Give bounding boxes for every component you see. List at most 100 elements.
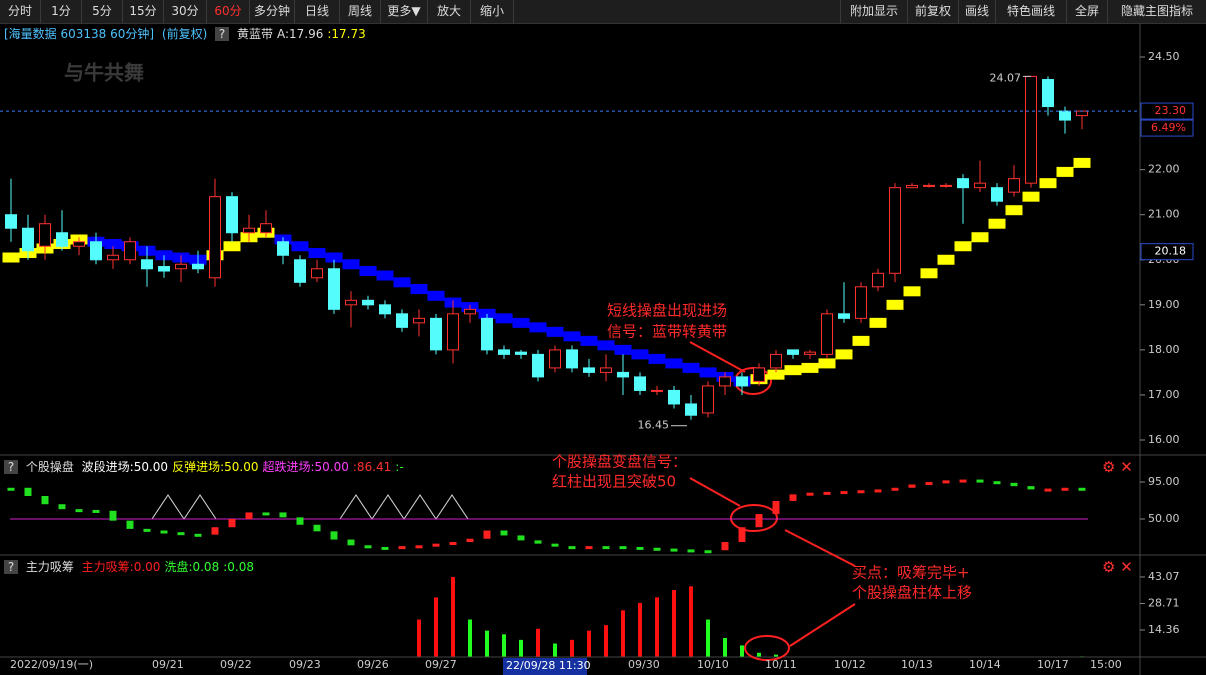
help-button[interactable]: ?	[4, 560, 18, 574]
candle-body	[209, 196, 221, 279]
toolbar-button[interactable]: 周线	[340, 0, 381, 23]
band-block	[308, 248, 326, 259]
candle-body	[5, 214, 17, 229]
legend-entry: 波段进场:50.00	[81, 460, 169, 474]
signal-bar	[449, 542, 457, 546]
signal-bar	[7, 487, 15, 491]
candle-body	[413, 317, 425, 324]
band-block	[342, 259, 360, 270]
candle-body	[39, 223, 51, 247]
volume-bar	[570, 639, 574, 657]
panel-header: ? 主力吸筹 主力吸筹:0.00 洗盘:0.08:0.08	[4, 558, 258, 575]
band-block	[1056, 166, 1074, 177]
toolbar-button[interactable]: 5分	[82, 0, 123, 23]
cursor-label: 22/09/28 11:30	[506, 659, 591, 672]
signal-bar	[568, 546, 576, 550]
toolbar-button[interactable]: 全屏	[1066, 0, 1108, 23]
candle-body	[345, 299, 357, 306]
volume-bar	[757, 652, 761, 657]
volume-bar	[774, 654, 778, 657]
toolbar-button[interactable]: 前复权	[907, 0, 959, 23]
candle-body	[583, 367, 595, 373]
annotation: 个股操盘柱体上移	[852, 584, 972, 602]
indicator-name: 黄蓝带	[236, 27, 273, 41]
volume-bar	[638, 602, 642, 657]
change-label-box	[1140, 119, 1194, 137]
signal-bar	[704, 550, 712, 554]
candle-body	[107, 254, 119, 261]
help-button[interactable]: ?	[215, 27, 230, 41]
volume-bar	[672, 590, 676, 657]
x-tick-label: 10/10	[697, 658, 729, 671]
panel-controls[interactable]: ⚙ ✕	[1102, 458, 1133, 476]
band-block	[801, 362, 819, 373]
y-tick-label: 28.71	[1148, 596, 1180, 609]
band-block	[937, 254, 955, 265]
candle-body	[991, 187, 1003, 202]
toolbar-button[interactable]: 15分	[123, 0, 164, 23]
change-label: 6.49%	[1151, 121, 1186, 134]
toolbar-button[interactable]: 缩小	[471, 0, 514, 23]
volume-bar	[587, 630, 591, 657]
band-block	[954, 241, 972, 252]
toolbar-button[interactable]: 特色画线	[995, 0, 1067, 23]
toolbar-button[interactable]: 附加显示	[840, 0, 908, 23]
candle-body	[974, 182, 986, 189]
signal-bar	[143, 528, 151, 532]
y-tick-label: 95.00	[1148, 475, 1180, 488]
x-tick-label: 10/13	[901, 658, 933, 671]
toolbar-button[interactable]: 30分	[164, 0, 207, 23]
legend-entry: 反弹进场:50.00	[172, 460, 259, 474]
signal-bar	[296, 517, 304, 525]
candle-body	[124, 241, 136, 261]
volume-bar	[502, 634, 506, 657]
volume-bar	[740, 645, 744, 657]
signal-bar	[908, 484, 916, 488]
signal-bar	[823, 491, 831, 495]
candle-body	[1076, 110, 1088, 117]
toolbar-button[interactable]: 分时	[0, 0, 41, 23]
band-block	[512, 317, 530, 328]
signal-bar	[942, 480, 950, 484]
toolbar-button[interactable]: 60分	[207, 0, 250, 23]
toolbar-button[interactable]: 日线	[295, 0, 340, 23]
toolbar-button[interactable]: 隐藏主图指标	[1107, 0, 1206, 23]
toolbar-button[interactable]: 放大	[428, 0, 471, 23]
toolbar-button[interactable]: 多分钟	[250, 0, 295, 23]
help-button[interactable]: ?	[4, 460, 18, 474]
toolbar-button[interactable]: 更多▼	[381, 0, 428, 23]
cursor-label-bg	[503, 658, 587, 675]
band-block	[1039, 178, 1057, 189]
volume-bar	[451, 577, 455, 657]
x-tick-label: 10/14	[969, 658, 1001, 671]
callout-line	[784, 529, 856, 567]
legend-entry: :0.08	[223, 560, 254, 574]
signal-bar	[670, 548, 678, 552]
signal-bar	[687, 549, 695, 553]
signal-bar	[109, 510, 117, 521]
signal-bar	[126, 520, 134, 529]
signal-bar	[585, 546, 593, 550]
toolbar-button[interactable]: 画线	[958, 0, 996, 23]
band-block	[529, 322, 547, 333]
toolbar-button[interactable]: 1分	[41, 0, 82, 23]
candle-body	[770, 353, 782, 369]
signal-bar	[398, 546, 406, 550]
zigzag	[339, 494, 469, 520]
candle-body	[498, 349, 510, 355]
candle-body	[362, 299, 374, 306]
band-block	[614, 344, 632, 355]
signal-bar	[381, 546, 389, 550]
band-block	[2, 252, 20, 263]
callout-line	[689, 341, 746, 373]
volume-bar	[485, 630, 489, 657]
price-label-box	[1140, 102, 1194, 120]
panel-controls[interactable]: ⚙ ✕	[1102, 558, 1133, 576]
annotation: 短线操盘出现进场	[607, 302, 727, 320]
x-tick-label: 10/12	[834, 658, 866, 671]
price-label: 23.30	[1155, 104, 1187, 117]
candle-body	[311, 268, 323, 279]
signal-bar	[840, 491, 848, 495]
candle-body	[668, 389, 680, 405]
